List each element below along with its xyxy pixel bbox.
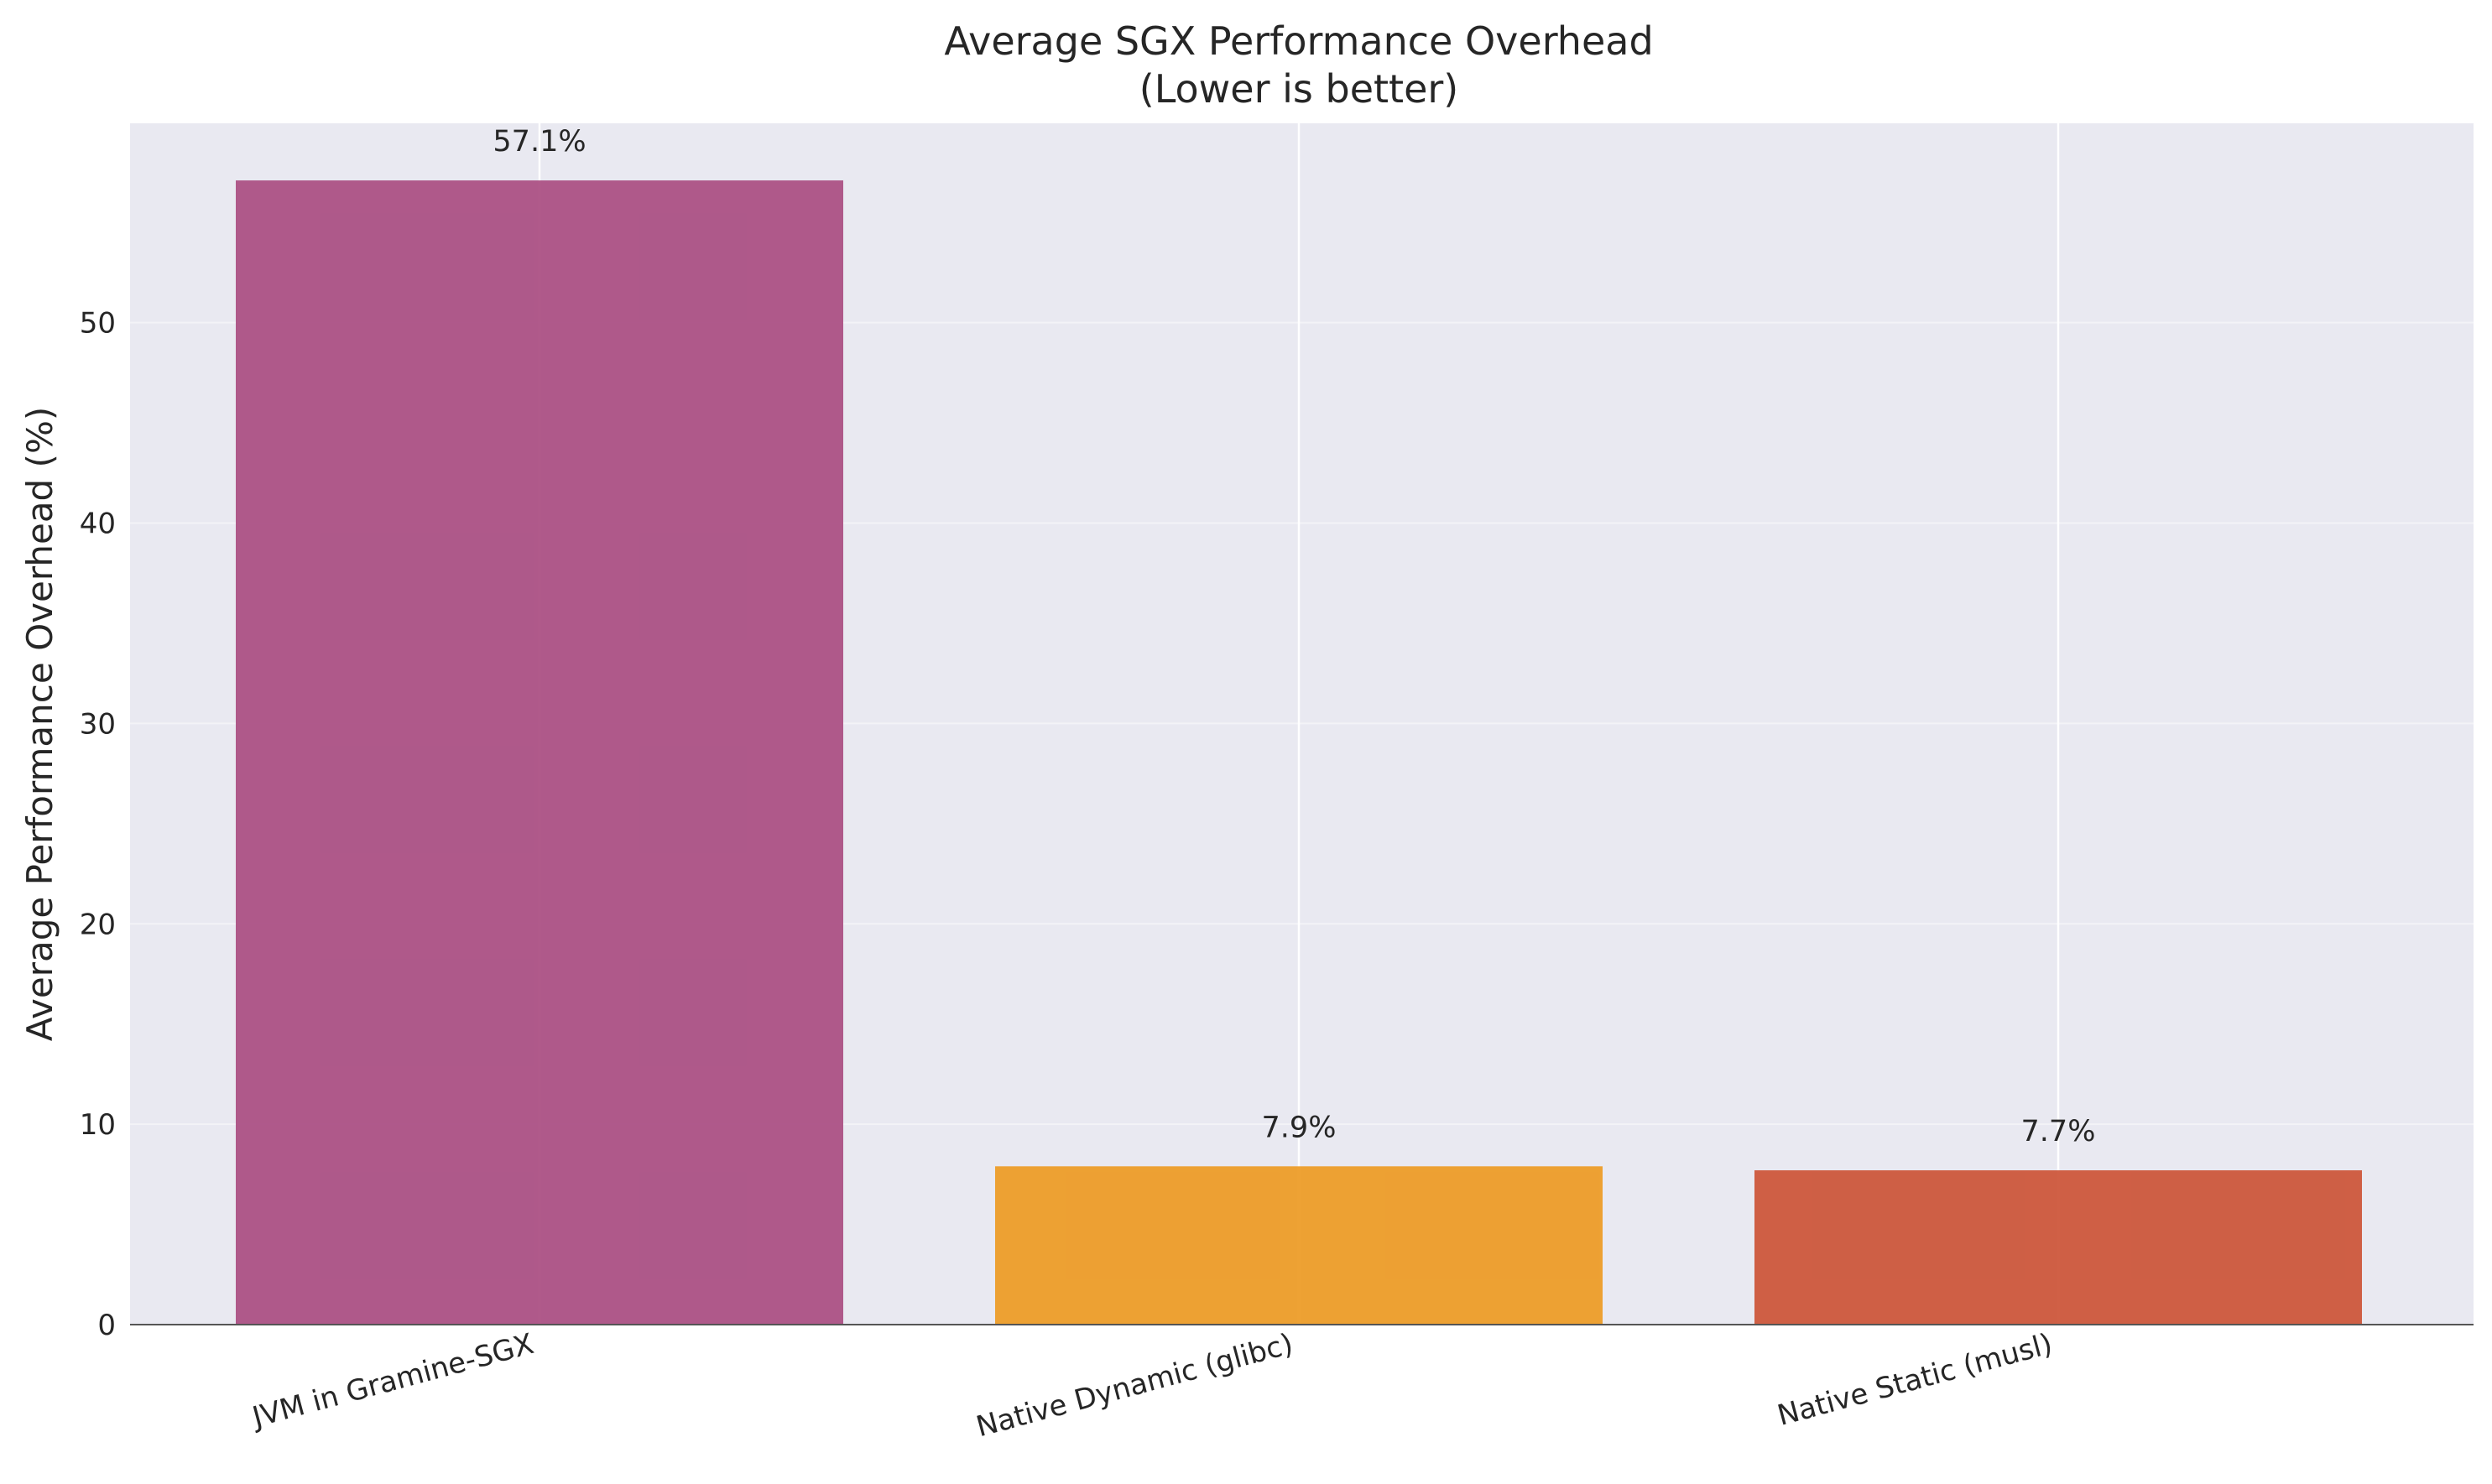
y-tick-label: 40 <box>80 508 116 541</box>
y-tick-label: 30 <box>80 707 116 741</box>
bar <box>236 180 843 1325</box>
data-label: 7.9% <box>1262 1111 1337 1144</box>
y-axis-ticks: 0 10 20 30 40 50 <box>80 307 116 1342</box>
y-tick-label: 0 <box>97 1309 116 1342</box>
chart-title: Average SGX Performance Overhead <box>944 18 1653 64</box>
data-label: 7.7% <box>2021 1115 2096 1148</box>
bar <box>995 1166 1603 1325</box>
y-tick-label: 10 <box>80 1108 116 1142</box>
data-label: 57.1% <box>493 125 586 159</box>
bars <box>236 180 2362 1325</box>
bar <box>1754 1170 2362 1325</box>
data-labels: 57.1% 7.9% 7.7% <box>493 125 2095 1148</box>
y-tick-label: 20 <box>80 908 116 941</box>
y-tick-label: 50 <box>80 307 116 341</box>
y-axis-label: Average Performance Overhead (%) <box>19 407 60 1042</box>
chart-subtitle: (Lower is better) <box>1139 66 1458 112</box>
